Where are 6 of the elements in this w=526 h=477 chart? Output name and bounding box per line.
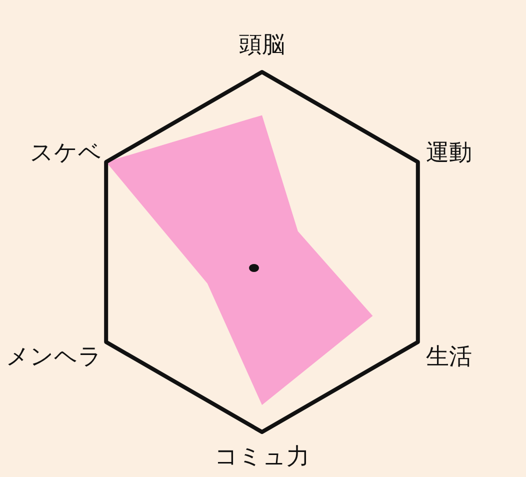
spoke-label: コミュ力 [214,444,310,470]
spoke-label: 運動 [426,140,472,166]
spoke-label: 頭脳 [239,32,285,58]
spoke-label: 生活 [426,344,472,370]
spoke-label: メンヘラ [6,344,102,370]
spoke-label: スケベ [30,140,102,166]
